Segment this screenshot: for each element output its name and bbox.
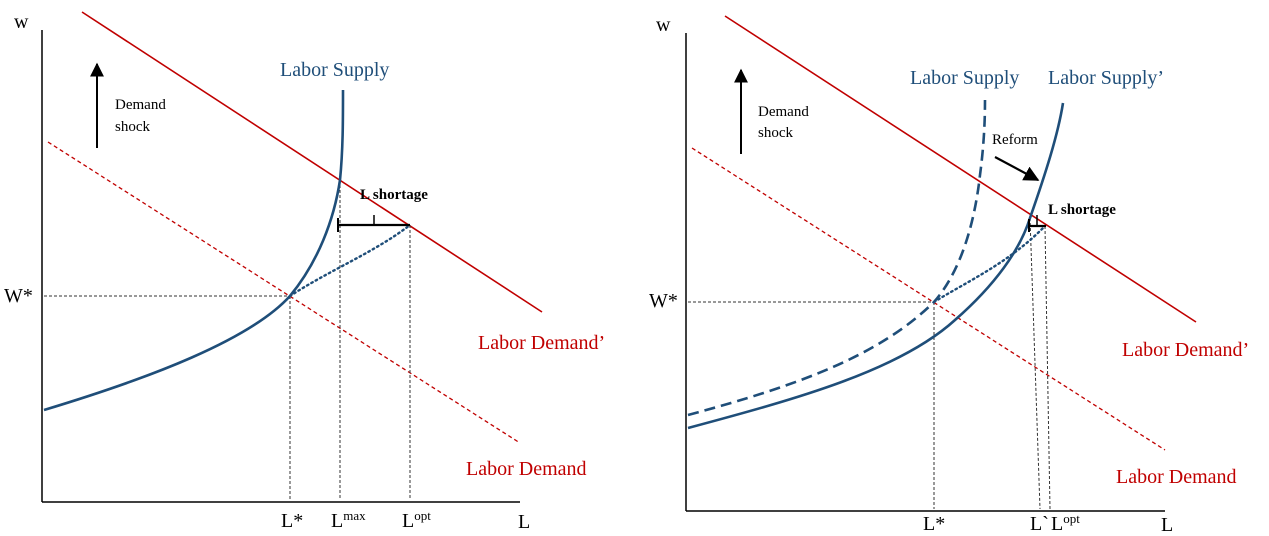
right-x-axis-label: L <box>1161 514 1173 536</box>
left-tick-lstar: L* <box>281 510 303 532</box>
right-labor-demand-shifted-line <box>724 15 1197 323</box>
right-shortage-label: L shortage <box>1048 202 1116 218</box>
right-tick-lstar: L* <box>923 513 945 535</box>
left-labor-demand-label: Labor Demand <box>466 458 587 480</box>
left-y-axis-label: w <box>14 11 29 33</box>
right-panel: w L Demand shock Reform L shortage Labor… <box>649 14 1249 536</box>
right-labor-supply-shifted-curve <box>687 102 1065 430</box>
left-shortage-bracket <box>337 215 410 232</box>
left-labor-demand-shifted-label: Labor Demand’ <box>478 332 605 354</box>
right-lopt-guide <box>1044 225 1051 510</box>
left-labor-supply-curve <box>43 89 345 412</box>
right-demand-shock-label-2: shock <box>758 125 793 141</box>
right-lprime-guide <box>1029 217 1041 510</box>
left-wstar-label: W* <box>4 285 33 307</box>
right-labor-demand-shifted-label: Labor Demand’ <box>1122 339 1249 361</box>
right-reform-arrow <box>994 156 1040 181</box>
left-demand-shock-label-1: Demand <box>115 97 166 113</box>
left-tick-lopt: Lopt <box>402 508 431 532</box>
right-labor-supply-dashed-curve <box>687 99 987 417</box>
left-tick-lopt-sup: opt <box>414 508 431 523</box>
left-shortage-label: L shortage <box>360 187 428 203</box>
left-labor-supply-label: Labor Supply <box>280 59 389 81</box>
left-demand-shock-label-2: shock <box>115 119 150 135</box>
left-x-axis-label: L <box>518 511 530 533</box>
left-optimal-supply-dotted <box>288 223 412 298</box>
right-labor-supply-shifted-label: Labor Supply’ <box>1048 67 1164 89</box>
left-tick-lmax-sup: max <box>343 508 366 523</box>
left-labor-demand-shifted-line <box>81 11 543 313</box>
right-tick-lopt-base: L <box>1051 513 1063 535</box>
left-labor-demand-line <box>47 141 521 444</box>
right-shortage-bracket <box>1028 215 1046 232</box>
left-tick-lmax: Lmax <box>331 508 366 532</box>
right-optimal-supply-dotted <box>932 224 1047 304</box>
right-labor-demand-line <box>691 147 1166 451</box>
left-tick-lmax-base: L <box>331 510 343 532</box>
right-labor-demand-label: Labor Demand <box>1116 466 1237 488</box>
left-tick-lopt-base: L <box>402 510 414 532</box>
right-demand-shock-label-1: Demand <box>758 104 809 120</box>
right-reform-label: Reform <box>992 132 1038 148</box>
right-y-axis-label: w <box>656 14 671 36</box>
right-wstar-label: W* <box>649 290 678 312</box>
right-tick-lprime: L` <box>1030 513 1049 535</box>
left-panel: w L Demand shock L shortage Labor Supply… <box>4 11 605 533</box>
right-tick-lopt-sup: opt <box>1063 511 1080 526</box>
right-labor-supply-label: Labor Supply <box>910 67 1019 89</box>
right-tick-lopt: Lopt <box>1051 511 1080 535</box>
